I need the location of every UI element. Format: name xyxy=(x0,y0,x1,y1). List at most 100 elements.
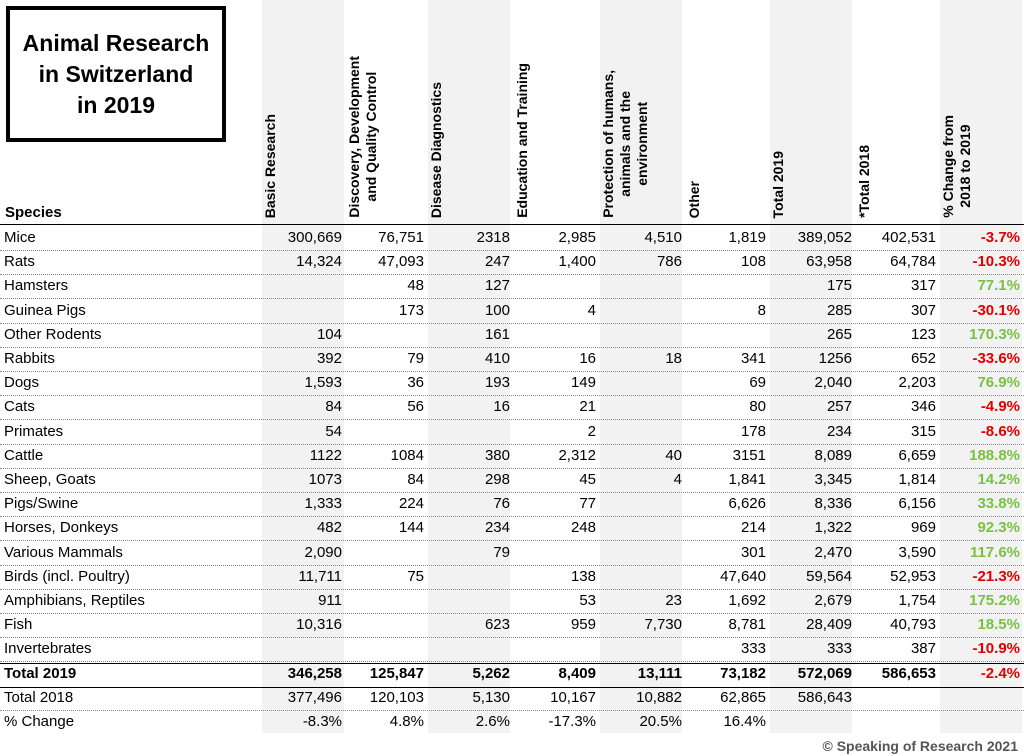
table-cell: 333 xyxy=(740,640,766,658)
row-label: Total 2019 xyxy=(4,664,77,682)
table-cell: 47,640 xyxy=(720,567,766,585)
table-cell: 2,470 xyxy=(814,543,852,561)
table-cell: 4 xyxy=(587,301,596,319)
table-cell: 1122 xyxy=(309,446,342,464)
pct-change-cell: -8.6% xyxy=(980,422,1020,440)
table-row: Total 2019 346,258 125,847 5,262 8,409 13,111… xyxy=(0,662,1024,686)
table-cell: 4,510 xyxy=(644,229,682,246)
table-row: Fish 10,316 623 959 7,730 8,781 28,409 40,793 18… xyxy=(0,613,1024,639)
table-cell: 301 xyxy=(740,543,766,561)
table-row: Hamsters 48 127 175 317 77.1% xyxy=(0,274,1024,300)
table-cell: 178 xyxy=(740,422,766,440)
pct-change-cell: -3.7% xyxy=(980,229,1020,246)
table-cell: 16.4% xyxy=(723,713,766,730)
table-cell: 77 xyxy=(579,495,596,513)
species-header: Species xyxy=(5,204,62,221)
table-cell: -8.3% xyxy=(302,713,342,730)
column-shade xyxy=(262,0,344,733)
table-cell: 20.5% xyxy=(639,713,682,730)
table-cell: 18 xyxy=(665,350,682,367)
row-label: Primates xyxy=(4,422,64,440)
table-cell: 79 xyxy=(493,543,510,561)
table-cell: 389,052 xyxy=(797,229,852,246)
table-cell: 10,167 xyxy=(550,688,596,706)
table-row: Amphibians, Reptiles 911 53 23 1,692 2,679 1,7… xyxy=(0,589,1024,614)
table-cell: 6,626 xyxy=(728,495,766,513)
table-cell: 79 xyxy=(407,350,424,367)
table-row: Various Mammals 2,090 79 301 2,470 3,590 117.6… xyxy=(0,541,1024,566)
table-row: Cats 84 56 16 21 80 257 346 -4.9% xyxy=(0,395,1024,421)
table-cell: 285 xyxy=(826,301,852,319)
table-cell: 45 xyxy=(579,471,596,488)
column-header-line: Protection of humans, xyxy=(600,70,616,218)
table-cell: 127 xyxy=(484,277,510,295)
table-cell: 21 xyxy=(579,398,596,416)
column-header: Total 2019 xyxy=(770,0,856,222)
table-cell: 75 xyxy=(407,567,424,585)
table-cell: -17.3% xyxy=(548,713,596,730)
table-cell: 123 xyxy=(910,325,936,343)
title-line: in 2019 xyxy=(76,91,155,118)
table-cell: 2,312 xyxy=(558,446,596,464)
row-label: % Change xyxy=(4,713,75,730)
table-cell: 53 xyxy=(579,592,596,609)
table-cell: 234 xyxy=(484,519,510,537)
table-cell: 144 xyxy=(398,519,424,537)
column-header-line: Disease Diagnostics xyxy=(428,81,444,218)
table-cell: 28,409 xyxy=(806,616,852,634)
table-cell: 1,814 xyxy=(898,471,936,488)
table-cell: 377,496 xyxy=(287,688,342,706)
table-cell: 1,322 xyxy=(814,519,852,537)
table-row: Other Rodents 104 161 265 123 170.3% xyxy=(0,323,1024,348)
table-cell: 52,953 xyxy=(890,567,936,585)
table-cell: 2,679 xyxy=(814,592,852,609)
table-cell: 10,882 xyxy=(636,688,682,706)
row-label: Invertebrates xyxy=(4,640,92,658)
table-cell: 62,865 xyxy=(720,688,766,706)
table-cell: 333 xyxy=(826,640,852,658)
table-cell: 120,103 xyxy=(369,688,424,706)
column-header-line: Other xyxy=(686,180,702,218)
table-row: Horses, Donkeys 482 144 234 248 214 1,322 969 92… xyxy=(0,516,1024,542)
table-cell: 6,156 xyxy=(898,495,936,513)
table-cell: 2 xyxy=(587,422,596,440)
table-cell: 623 xyxy=(484,616,510,634)
copyright-text: © Speaking of Research 2021 xyxy=(822,738,1018,754)
total-rule xyxy=(0,662,1024,664)
table-cell: 64,784 xyxy=(890,253,936,271)
table-row: Mice 300,669 76,751 2318 2,985 4,510 1,819 389,… xyxy=(0,226,1024,251)
table-cell: 1,754 xyxy=(898,592,936,609)
column-header-line: and Quality Control xyxy=(363,72,379,203)
table-cell: 5,262 xyxy=(472,664,510,682)
column-header: Disease Diagnostics xyxy=(428,0,514,222)
row-label: Pigs/Swine xyxy=(4,495,79,513)
row-label: Various Mammals xyxy=(4,543,123,561)
table-row: Dogs 1,593 36 193 149 69 2,040 2,203 76.9% xyxy=(0,371,1024,397)
column-header-line: 2018 to 2019 xyxy=(957,125,973,209)
table-cell: 193 xyxy=(484,374,510,392)
table-cell: 402,531 xyxy=(881,229,936,246)
table-cell: 59,564 xyxy=(806,567,852,585)
table-cell: 54 xyxy=(325,422,342,440)
table-cell: 1,593 xyxy=(304,374,342,392)
column-header: Protection of humans, animals and the envi… xyxy=(600,0,686,222)
pct-change-cell: 188.8% xyxy=(969,446,1020,464)
row-label: Cattle xyxy=(4,446,44,464)
table-cell: 2,090 xyxy=(304,543,342,561)
table-cell: 247 xyxy=(484,253,510,271)
table-cell: 1,400 xyxy=(558,253,596,271)
table-cell: 586,643 xyxy=(797,688,852,706)
pct-change-cell: 170.3% xyxy=(969,325,1020,343)
table-cell: 652 xyxy=(910,350,936,367)
column-header-line: animals and the xyxy=(617,91,633,198)
table-cell: 1,841 xyxy=(728,471,766,488)
table-cell: 149 xyxy=(570,374,596,392)
table-cell: 969 xyxy=(910,519,936,537)
title-box: Animal Research in Switzerland in 2019 xyxy=(6,6,226,142)
column-header-line: Basic Research xyxy=(262,113,278,218)
table-cell: 224 xyxy=(398,495,424,513)
table-cell: 387 xyxy=(910,640,936,658)
table-cell: 380 xyxy=(484,446,510,464)
table-cell: 76,751 xyxy=(378,229,424,246)
table-cell: 13,111 xyxy=(637,664,682,682)
